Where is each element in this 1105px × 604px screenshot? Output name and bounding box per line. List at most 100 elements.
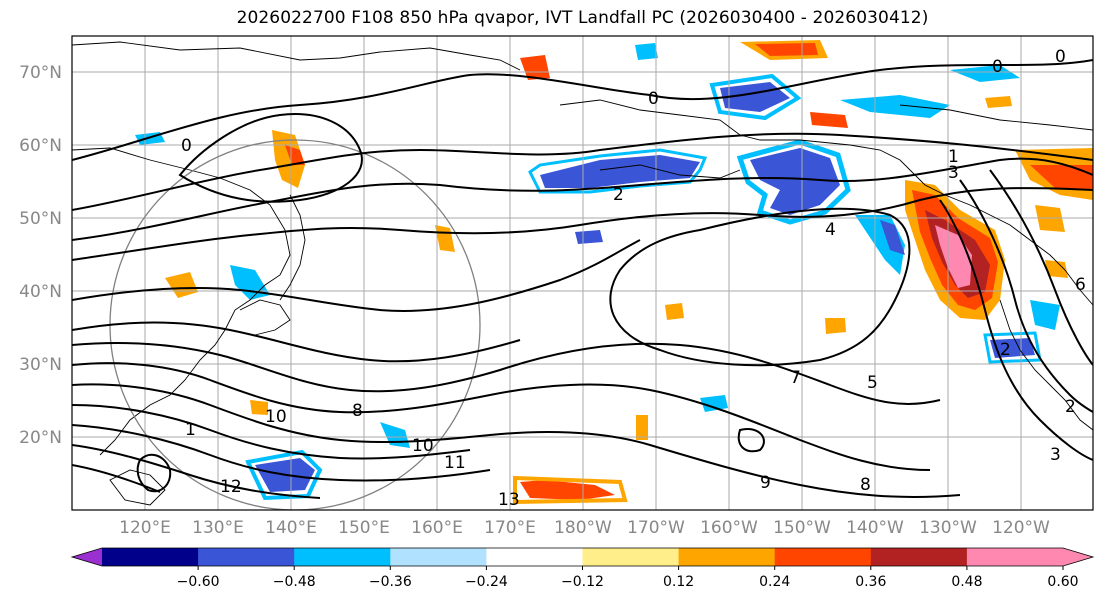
positive-patch-mid2 xyxy=(665,303,684,320)
colorbar-tick-label: 0.60 xyxy=(1047,574,1078,590)
contour-label: 4 xyxy=(825,220,836,240)
lon-label: 120°E xyxy=(119,518,171,538)
lat-label: 50°N xyxy=(19,209,62,229)
contour-label: 6 xyxy=(1075,275,1086,295)
colorbar-tick-label: 0.36 xyxy=(855,574,886,590)
figure-title: 2026022700 F108 850 hPa qvapor, IVT Land… xyxy=(236,8,929,28)
contour-10 xyxy=(72,404,471,460)
contour-7 xyxy=(72,342,941,406)
negative-patch-east xyxy=(1030,300,1060,330)
colorbar-tick-label: −0.60 xyxy=(177,574,220,590)
positive-patch-canada-inner xyxy=(1030,165,1093,190)
positive-patch-kamchatka-inner xyxy=(285,145,305,165)
colorbar-segment xyxy=(582,548,680,566)
negative-patch-small3 xyxy=(575,230,603,244)
positive-patch-canada-east-2 xyxy=(1045,260,1068,278)
contour-east-2 xyxy=(959,179,1093,413)
colorbar: −0.60 −0.48 −0.36 −0.24 −0.12 0.12 0.24 0.36 0.4… xyxy=(70,547,1095,590)
colorbar-segment xyxy=(870,548,968,566)
colorbar-segment xyxy=(102,548,199,566)
contour-label: 2 xyxy=(613,185,624,205)
colorbar-segment xyxy=(486,548,583,566)
contour-label: 7 xyxy=(790,368,801,388)
contour-9 xyxy=(72,383,961,498)
contour-12 xyxy=(72,444,321,499)
lon-label: 120°W xyxy=(992,518,1050,538)
contour-11 xyxy=(72,424,491,482)
colorbar-segment xyxy=(774,548,872,566)
positive-patch-hawaii xyxy=(636,415,648,440)
contour-label: 0 xyxy=(992,57,1003,77)
lat-label: 40°N xyxy=(19,282,62,302)
negative-patch-small2 xyxy=(635,43,658,60)
contour-8 xyxy=(72,362,931,471)
positive-patch-subtropic-east-edge xyxy=(513,475,628,505)
colorbar-tick-label: 0.48 xyxy=(951,574,982,590)
colorbar-segment xyxy=(198,548,295,566)
contour-label: 2 xyxy=(1065,397,1076,417)
map-content xyxy=(72,36,1093,510)
lon-label: 150°W xyxy=(773,518,831,538)
contour-west-0 xyxy=(178,113,363,203)
contour-label: 0 xyxy=(181,136,192,156)
contour-label: 5 xyxy=(867,373,878,393)
contour-loop-philippines xyxy=(136,453,172,493)
lon-label: 130°W xyxy=(919,518,977,538)
contour-label: 11 xyxy=(444,453,466,473)
colorbar-tick-label: −0.36 xyxy=(369,574,412,590)
lat-label: 70°N xyxy=(19,63,62,83)
contour-label: 3 xyxy=(1050,445,1061,465)
positive-patch-arctic-small xyxy=(985,96,1012,108)
lon-label: 180°W xyxy=(554,518,612,538)
filled-anomaly-patches xyxy=(135,40,1093,505)
colorbar-tick-label: −0.12 xyxy=(561,574,604,590)
colorbar-segment xyxy=(294,548,391,566)
negative-patch-bering xyxy=(540,155,700,188)
negative-patch-se xyxy=(990,338,1035,358)
negative-patch-coast-inner xyxy=(880,220,905,255)
colorbar-segment xyxy=(966,548,1064,566)
contour-1 xyxy=(72,132,1093,211)
colorbar-segment xyxy=(678,548,776,566)
colorbar-tick-label: 0.12 xyxy=(663,574,694,590)
negative-patch-se-edge xyxy=(983,331,1042,364)
contour-5 xyxy=(72,239,641,312)
contour-east-3 xyxy=(939,199,1093,461)
positive-patch-chukchi xyxy=(520,55,550,80)
colorbar-tick-label: 0.24 xyxy=(759,574,790,590)
contour-label: 10 xyxy=(412,436,434,456)
contour-label: 12 xyxy=(220,477,242,497)
positive-patch-mid3 xyxy=(825,318,846,334)
contour-labels: 0 0 0 1 2 3 4 5 6 7 8 8 9 10 10 11 12 13… xyxy=(181,47,1086,510)
lon-label: 140°E xyxy=(265,518,317,538)
negative-patch-bering-edge xyxy=(528,148,708,194)
colorbar-extend-low xyxy=(72,548,102,566)
lon-label: 160°E xyxy=(411,518,463,538)
negative-patch-alaska-gulf xyxy=(750,148,840,215)
negative-patch-canada-north xyxy=(950,65,1020,82)
lon-label: 140°W xyxy=(846,518,904,538)
lon-label: 160°W xyxy=(700,518,758,538)
negative-patch-hawaii-n xyxy=(700,395,728,412)
contour-label: 8 xyxy=(352,401,363,421)
contour-3 xyxy=(72,187,1093,261)
positive-patch-arctic-small2 xyxy=(810,112,848,128)
lon-label: 170°E xyxy=(484,518,536,538)
contour-label: 13 xyxy=(498,490,520,510)
contour-0-north xyxy=(72,59,1093,161)
contour-label: 2 xyxy=(1000,340,1011,360)
colorbar-outline xyxy=(70,547,1095,567)
contour-4-loop xyxy=(609,207,911,367)
contour-label: 10 xyxy=(265,407,287,427)
lat-label: 30°N xyxy=(19,355,62,375)
contour-6 xyxy=(72,321,521,363)
contour-label: 3 xyxy=(948,163,959,183)
positive-patch-subtropic-east xyxy=(520,480,615,500)
contour-label: 0 xyxy=(1055,47,1066,67)
lat-label: 60°N xyxy=(19,136,62,156)
contour-13 xyxy=(72,464,161,493)
lon-label: 150°E xyxy=(338,518,390,538)
colorbar-tick-label: −0.24 xyxy=(465,574,508,590)
map-border xyxy=(71,35,1094,511)
